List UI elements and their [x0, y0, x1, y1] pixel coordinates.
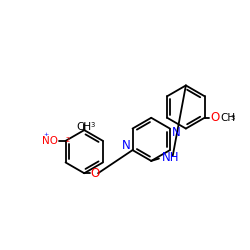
Text: O: O — [90, 167, 100, 180]
Text: 3: 3 — [231, 116, 235, 121]
Text: N: N — [172, 126, 181, 139]
Text: N: N — [122, 139, 131, 152]
Text: CH: CH — [77, 122, 92, 132]
Text: O: O — [211, 111, 220, 124]
Text: +: + — [43, 132, 48, 137]
Text: CH: CH — [220, 113, 235, 123]
Text: NO: NO — [42, 136, 58, 146]
Text: NH: NH — [162, 150, 180, 164]
Text: 2: 2 — [66, 137, 70, 143]
Text: 3: 3 — [90, 122, 95, 128]
